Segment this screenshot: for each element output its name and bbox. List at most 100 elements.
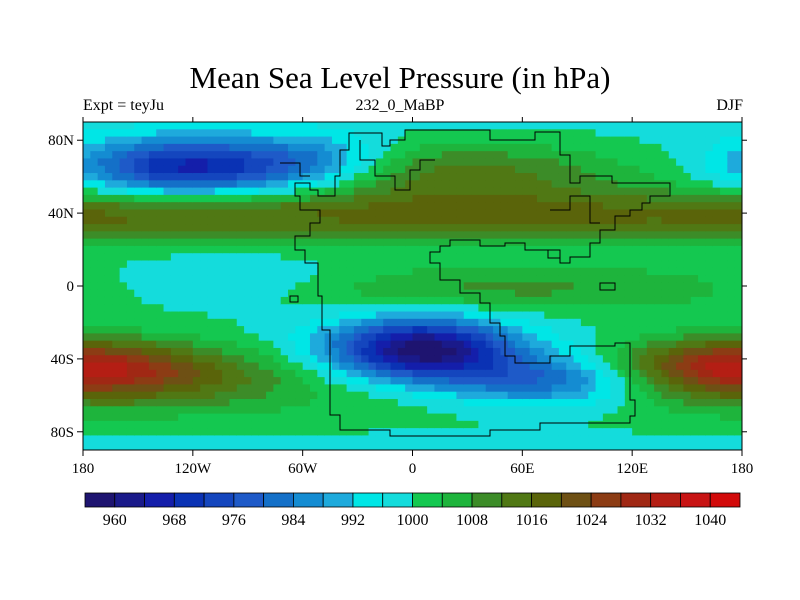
field-cell xyxy=(463,442,472,450)
field-cell xyxy=(602,384,611,393)
field-cell xyxy=(134,129,143,138)
field-cell xyxy=(551,326,560,334)
field-cell xyxy=(251,384,260,393)
field-cell xyxy=(309,355,318,364)
field-cell xyxy=(170,129,179,138)
field-cell xyxy=(222,369,231,378)
field-cell xyxy=(346,318,355,327)
field-cell xyxy=(331,340,340,349)
field-cell xyxy=(522,282,531,291)
field-cell xyxy=(544,231,553,240)
field-cell xyxy=(595,165,604,174)
field-cell xyxy=(383,428,392,437)
field-cell xyxy=(302,122,311,130)
field-cell xyxy=(266,253,274,262)
field-cell xyxy=(544,122,553,130)
field-cell xyxy=(214,245,223,254)
field-cell xyxy=(515,202,523,211)
field-cell xyxy=(624,362,633,371)
field-cell xyxy=(522,253,531,262)
field-cell xyxy=(383,143,392,152)
field-cell xyxy=(317,369,326,378)
y-tick-label: 80S xyxy=(51,425,74,441)
field-cell xyxy=(361,377,370,385)
field-cell xyxy=(485,224,494,232)
field-cell xyxy=(353,347,362,356)
field-cell xyxy=(229,304,238,313)
field-cell xyxy=(595,311,604,320)
field-cell xyxy=(661,275,670,283)
field-cell xyxy=(309,209,318,218)
field-cell xyxy=(236,355,245,364)
field-cell xyxy=(698,129,706,138)
field-cell xyxy=(661,406,670,415)
field-cell xyxy=(485,275,494,283)
field-cell xyxy=(302,275,311,283)
field-cell xyxy=(449,296,458,305)
field-cell xyxy=(661,362,670,371)
field-cell xyxy=(690,289,699,298)
field-cell xyxy=(551,311,560,320)
field-cell xyxy=(500,362,509,371)
field-cell xyxy=(419,377,428,385)
field-cell xyxy=(515,347,523,356)
field-cell xyxy=(522,143,531,152)
field-cell xyxy=(353,398,362,407)
field-cell xyxy=(288,260,296,269)
field-cell xyxy=(273,442,282,450)
field-cell xyxy=(727,187,736,196)
field-cell xyxy=(112,377,121,385)
field-cell xyxy=(339,136,348,145)
field-cell xyxy=(288,143,296,152)
field-cell xyxy=(712,333,721,342)
field-cell xyxy=(134,304,143,313)
field-cell xyxy=(236,296,245,305)
field-cell xyxy=(83,129,91,138)
field-cell xyxy=(573,362,582,371)
field-cell xyxy=(134,173,143,181)
field-cell xyxy=(661,391,670,400)
field-cell xyxy=(434,216,443,225)
field-cell xyxy=(471,282,479,291)
field-cell xyxy=(493,326,501,334)
field-cell xyxy=(441,224,450,232)
field-cell xyxy=(573,435,582,444)
field-cell xyxy=(90,442,99,450)
field-cell xyxy=(178,333,187,342)
field-cell xyxy=(178,340,187,349)
field-cell xyxy=(580,318,589,327)
field-cell xyxy=(119,326,128,334)
field-cell xyxy=(639,202,648,211)
field-cell xyxy=(683,151,692,160)
field-cell xyxy=(185,340,194,349)
field-cell xyxy=(551,377,560,385)
field-cell xyxy=(353,136,362,145)
field-cell xyxy=(566,231,575,240)
field-cell xyxy=(302,224,311,232)
field-cell xyxy=(639,173,648,181)
field-cell xyxy=(712,180,721,189)
field-cell xyxy=(112,231,121,240)
field-cell xyxy=(214,435,223,444)
field-cell xyxy=(617,143,626,152)
field-cell xyxy=(353,282,362,291)
field-cell xyxy=(610,304,619,313)
field-cell xyxy=(97,391,106,400)
field-cell xyxy=(141,442,150,450)
field-cell xyxy=(705,391,714,400)
field-cell xyxy=(214,267,223,276)
field-cell xyxy=(141,202,150,211)
field-cell xyxy=(493,311,501,320)
field-cell xyxy=(573,143,582,152)
field-cell xyxy=(368,435,377,444)
field-cell xyxy=(273,391,282,400)
field-cell xyxy=(544,260,553,269)
field-cell xyxy=(412,318,421,327)
field-cell xyxy=(214,151,223,160)
field-cell xyxy=(654,406,663,415)
field-cell xyxy=(104,202,113,211)
field-cell xyxy=(471,129,479,138)
field-cell xyxy=(463,369,472,378)
field-cell xyxy=(309,173,318,181)
field-cell xyxy=(515,224,523,232)
